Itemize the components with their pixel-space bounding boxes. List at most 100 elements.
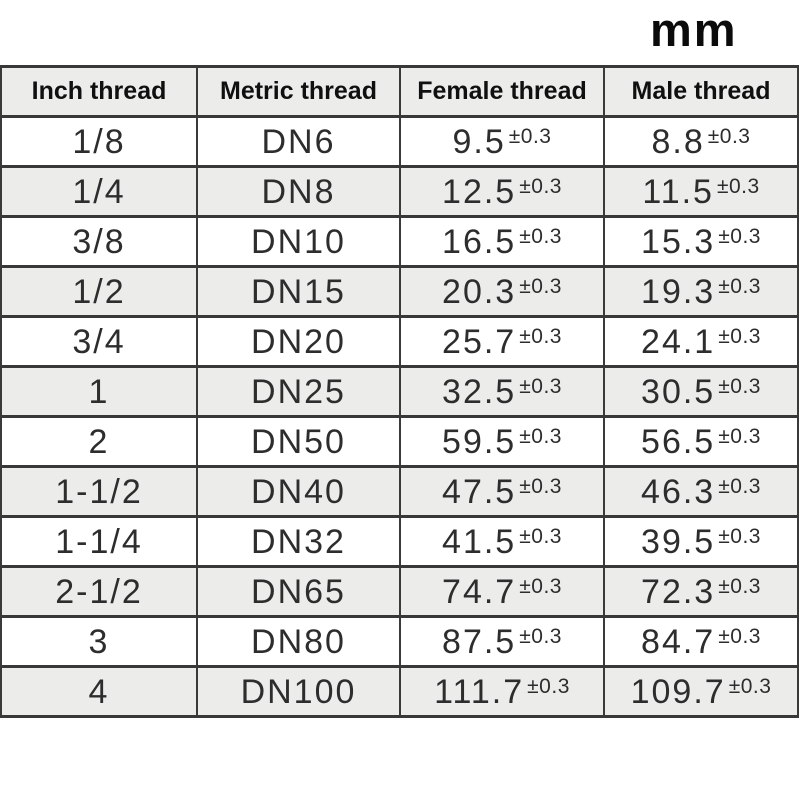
tolerance-superscript: ±0.3	[519, 174, 562, 198]
inch-thread-cell: 1-1/2	[0, 465, 198, 518]
table-row: 1 DN25 32.5 ±0.3 30.5 ±0.3	[0, 365, 799, 418]
inch-thread-cell: 4	[0, 665, 198, 718]
female-thread-cell: 32.5 ±0.3	[399, 365, 605, 418]
inch-thread-cell: 2-1/2	[0, 565, 198, 618]
inch-thread-cell: 1/8	[0, 115, 198, 168]
tolerance-superscript: ±0.3	[519, 624, 562, 648]
metric-thread-cell: DN8	[196, 165, 401, 218]
female-thread-cell: 111.7 ±0.3	[399, 665, 605, 718]
table-row: 3/8 DN10 16.5 ±0.3 15.3 ±0.3	[0, 215, 799, 268]
header-male-thread: Male thread	[603, 65, 799, 118]
tolerance-superscript: ±0.3	[718, 274, 761, 298]
header-metric-thread: Metric thread	[196, 65, 401, 118]
metric-thread-cell: DN65	[196, 565, 401, 618]
tolerance-superscript: ±0.3	[519, 324, 562, 348]
male-thread-cell: 39.5 ±0.3	[603, 515, 799, 568]
male-thread-cell: 109.7 ±0.3	[603, 665, 799, 718]
inch-thread-cell: 3	[0, 615, 198, 668]
table-row: 1-1/2 DN40 47.5 ±0.3 46.3 ±0.3	[0, 465, 799, 518]
dimension-value: 56.5	[641, 422, 716, 461]
dimension-value: 111.7	[434, 672, 525, 711]
thread-size-table: Inch thread Metric thread Female thread …	[0, 65, 799, 718]
inch-thread-cell: 2	[0, 415, 198, 468]
table-row: 3/4 DN20 25.7 ±0.3 24.1 ±0.3	[0, 315, 799, 368]
table-row: 1/4 DN8 12.5 ±0.3 11.5 ±0.3	[0, 165, 799, 218]
male-thread-cell: 84.7 ±0.3	[603, 615, 799, 668]
female-thread-cell: 59.5 ±0.3	[399, 415, 605, 468]
female-thread-cell: 41.5 ±0.3	[399, 515, 605, 568]
tolerance-superscript: ±0.3	[508, 124, 552, 148]
table-row: 1/8 DN6 9.5 ±0.3 8.8 ±0.3	[0, 115, 799, 168]
tolerance-superscript: ±0.3	[718, 424, 761, 448]
dimension-value: 30.5	[641, 372, 716, 411]
dimension-value: 32.5	[442, 372, 517, 411]
tolerance-superscript: ±0.3	[718, 374, 761, 398]
metric-thread-cell: DN40	[196, 465, 401, 518]
metric-thread-cell: DN15	[196, 265, 401, 318]
male-thread-cell: 19.3 ±0.3	[603, 265, 799, 318]
tolerance-superscript: ±0.3	[527, 674, 570, 698]
dimension-value: 47.5	[442, 472, 517, 511]
male-thread-cell: 30.5 ±0.3	[603, 365, 799, 418]
inch-thread-cell: 3/4	[0, 315, 198, 368]
dimension-value: 8.8	[651, 122, 705, 161]
metric-thread-cell: DN50	[196, 415, 401, 468]
tolerance-superscript: ±0.3	[718, 324, 761, 348]
female-thread-cell: 20.3 ±0.3	[399, 265, 605, 318]
inch-thread-cell: 1	[0, 365, 198, 418]
inch-thread-cell: 1-1/4	[0, 515, 198, 568]
tolerance-superscript: ±0.3	[718, 224, 761, 248]
tolerance-superscript: ±0.3	[519, 524, 562, 548]
dimension-value: 9.5	[452, 122, 506, 161]
table-row: 1-1/4 DN32 41.5 ±0.3 39.5 ±0.3	[0, 515, 799, 568]
dimension-value: 84.7	[641, 622, 716, 661]
metric-thread-cell: DN10	[196, 215, 401, 268]
header-female-thread: Female thread	[399, 65, 605, 118]
table-row: 1/2 DN15 20.3 ±0.3 19.3 ±0.3	[0, 265, 799, 318]
female-thread-cell: 25.7 ±0.3	[399, 315, 605, 368]
tolerance-superscript: ±0.3	[716, 174, 760, 198]
male-thread-cell: 15.3 ±0.3	[603, 215, 799, 268]
inch-thread-cell: 3/8	[0, 215, 198, 268]
male-thread-cell: 56.5 ±0.3	[603, 415, 799, 468]
inch-thread-cell: 1/2	[0, 265, 198, 318]
header-inch-thread: Inch thread	[0, 65, 198, 118]
male-thread-cell: 72.3 ±0.3	[603, 565, 799, 618]
tolerance-superscript: ±0.3	[519, 274, 562, 298]
male-thread-cell: 24.1 ±0.3	[603, 315, 799, 368]
tolerance-superscript: ±0.3	[519, 424, 562, 448]
dimension-value: 19.3	[641, 272, 716, 311]
female-thread-cell: 12.5 ±0.3	[399, 165, 605, 218]
dimension-value: 16.5	[442, 222, 517, 261]
unit-label: mm	[650, 3, 738, 56]
dimension-value: 39.5	[641, 522, 716, 561]
female-thread-cell: 9.5 ±0.3	[399, 115, 605, 168]
table-header: Inch thread Metric thread Female thread …	[0, 65, 799, 118]
female-thread-cell: 74.7 ±0.3	[399, 565, 605, 618]
tolerance-superscript: ±0.3	[519, 474, 562, 498]
metric-thread-cell: DN25	[196, 365, 401, 418]
metric-thread-cell: DN100	[196, 665, 401, 718]
dimension-value: 25.7	[442, 322, 517, 361]
tolerance-superscript: ±0.3	[718, 624, 761, 648]
metric-thread-cell: DN80	[196, 615, 401, 668]
table-row: 3 DN80 87.5 ±0.3 84.7 ±0.3	[0, 615, 799, 668]
female-thread-cell: 87.5 ±0.3	[399, 615, 605, 668]
dimension-value: 59.5	[442, 422, 517, 461]
dimension-value: 109.7	[630, 672, 726, 711]
dimension-value: 11.5	[642, 172, 714, 211]
dimension-value: 24.1	[641, 322, 716, 361]
table-body: 1/8 DN6 9.5 ±0.3 8.8 ±0.3 1/4 DN8 12.5 ±0.3 11.5 ±0…	[0, 115, 799, 718]
female-thread-cell: 16.5 ±0.3	[399, 215, 605, 268]
dimension-value: 72.3	[641, 572, 716, 611]
male-thread-cell: 8.8 ±0.3	[603, 115, 799, 168]
inch-thread-cell: 1/4	[0, 165, 198, 218]
tolerance-superscript: ±0.3	[707, 124, 751, 148]
male-thread-cell: 11.5 ±0.3	[603, 165, 799, 218]
dimension-value: 12.5	[442, 172, 517, 211]
tolerance-superscript: ±0.3	[718, 474, 761, 498]
table-row: 2-1/2 DN65 74.7 ±0.3 72.3 ±0.3	[0, 565, 799, 618]
tolerance-superscript: ±0.3	[728, 674, 772, 698]
dimension-value: 20.3	[442, 272, 517, 311]
